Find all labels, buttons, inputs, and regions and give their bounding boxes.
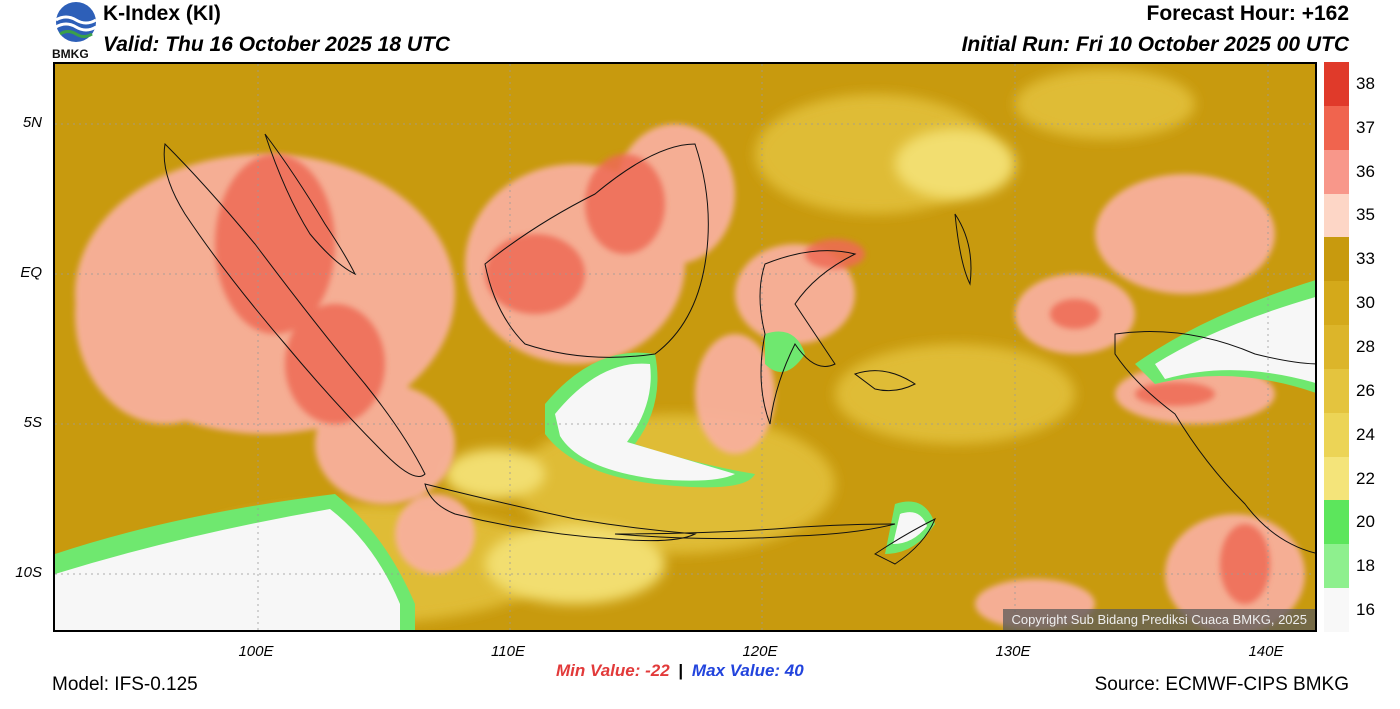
- colorbar-tick-label: 20: [1356, 512, 1375, 532]
- k-index-map[interactable]: Copyright Sub Bidang Prediksi Cuaca BMKG…: [53, 62, 1317, 632]
- colorbar-segment: [1324, 457, 1349, 501]
- logo-text: BMKG: [52, 47, 89, 61]
- colorbar-segment: [1324, 500, 1349, 544]
- colorbar-segment: [1324, 544, 1349, 588]
- lat-label-5s: 5S: [2, 414, 42, 431]
- colorbar-segment: [1324, 106, 1349, 150]
- colorbar-tick-label: 33: [1356, 249, 1375, 269]
- initial-run: Initial Run: Fri 10 October 2025 00 UTC: [962, 33, 1349, 57]
- lat-label-5n: 5N: [2, 114, 42, 131]
- source-label: Source: ECMWF-CIPS BMKG: [1095, 674, 1349, 696]
- colorbar-segment: [1324, 194, 1349, 238]
- colorbar-segment: [1324, 413, 1349, 457]
- colorbar: [1324, 62, 1349, 632]
- colorbar-tick-label: 37: [1356, 118, 1375, 138]
- colorbar-tick-label: 16: [1356, 600, 1375, 620]
- chart-title: K-Index (KI): [103, 2, 221, 26]
- colorbar-segment: [1324, 325, 1349, 369]
- lon-label-110e: 110E: [478, 643, 538, 660]
- colorbar-tick-label: 38: [1356, 74, 1375, 94]
- lat-label-10s: 10S: [2, 564, 42, 581]
- min-max-values: Min Value: -22 | Max Value: 40: [556, 661, 804, 681]
- colorbar-tick-label: 35: [1356, 205, 1375, 225]
- colorbar-tick-label: 22: [1356, 469, 1375, 489]
- valid-time: Valid: Thu 16 October 2025 18 UTC: [103, 33, 450, 57]
- colorbar-segment: [1324, 62, 1349, 106]
- forecast-hour: Forecast Hour: +162: [1147, 2, 1350, 26]
- colorbar-segment: [1324, 281, 1349, 325]
- min-value: Min Value: -22: [556, 661, 670, 680]
- lon-label-130e: 130E: [983, 643, 1043, 660]
- colorbar-tick-label: 30: [1356, 293, 1375, 313]
- lon-label-100e: 100E: [226, 643, 286, 660]
- model-label: Model: IFS-0.125: [52, 674, 198, 696]
- colorbar-segment: [1324, 588, 1349, 632]
- lon-label-140e: 140E: [1236, 643, 1296, 660]
- colorbar-tick-label: 26: [1356, 381, 1375, 401]
- colorbar-segment: [1324, 369, 1349, 413]
- colorbar-segment: [1324, 150, 1349, 194]
- colorbar-tick-label: 28: [1356, 337, 1375, 357]
- lat-label-eq: EQ: [2, 264, 42, 281]
- colorbar-tick-label: 18: [1356, 556, 1375, 576]
- min-max-separator: |: [678, 661, 683, 680]
- colorbar-segment: [1324, 237, 1349, 281]
- colorbar-tick-label: 36: [1356, 162, 1375, 182]
- colorbar-tick-label: 24: [1356, 425, 1375, 445]
- max-value: Max Value: 40: [692, 661, 804, 680]
- lon-label-120e: 120E: [730, 643, 790, 660]
- copyright-notice: Copyright Sub Bidang Prediksi Cuaca BMKG…: [1003, 609, 1315, 630]
